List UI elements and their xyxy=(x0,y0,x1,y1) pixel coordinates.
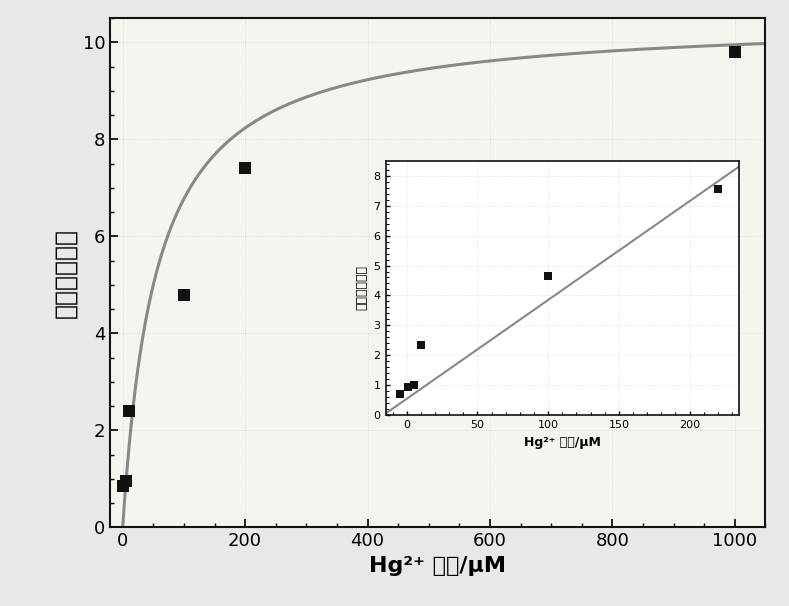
Point xyxy=(119,476,132,486)
Point xyxy=(117,481,129,491)
Point xyxy=(178,290,190,299)
X-axis label: Hg²⁺ 浓度/μM: Hg²⁺ 浓度/μM xyxy=(369,556,507,576)
Point xyxy=(122,406,135,416)
Point xyxy=(239,164,252,173)
Y-axis label: 相对荧光强度: 相对荧光强度 xyxy=(54,228,77,318)
Point xyxy=(728,47,741,57)
